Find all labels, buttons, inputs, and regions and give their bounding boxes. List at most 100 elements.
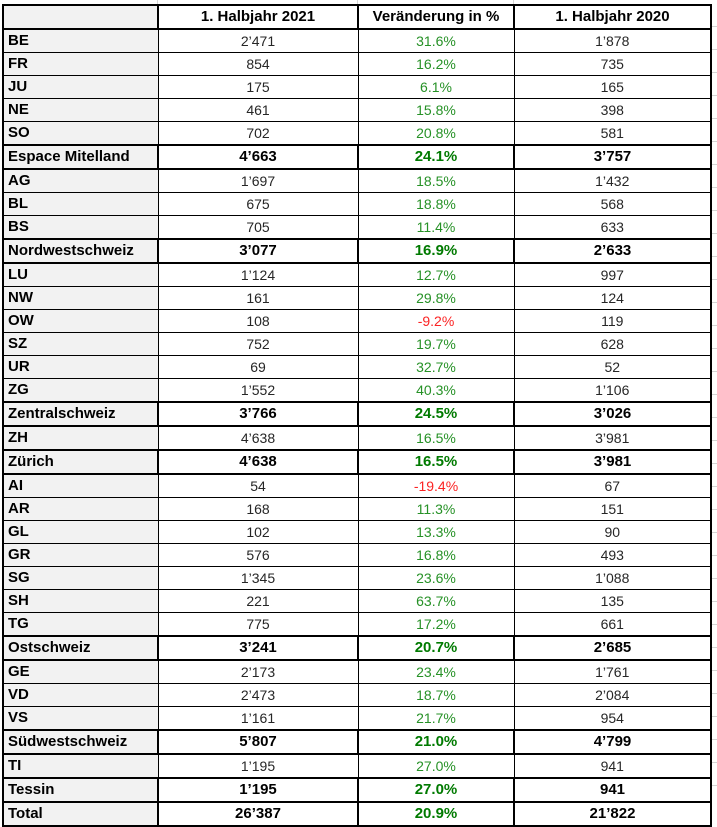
change-pct-cell: 20.7% — [357, 635, 515, 661]
row-label-cell: FR — [2, 52, 159, 76]
canton-row: OW 108 -9.2% 119 — [2, 309, 712, 333]
header-row: 1. Halbjahr 2021 Veränderung in % 1. Hal… — [2, 4, 712, 30]
corner-header-cell — [2, 4, 159, 30]
row-label-cell: ZH — [2, 425, 159, 451]
canton-row: GL 102 13.3% 90 — [2, 520, 712, 544]
value-2021-cell: 161 — [157, 286, 359, 310]
change-pct-cell: 6.1% — [357, 75, 515, 99]
row-label-cell: Südwestschweiz — [2, 729, 159, 755]
region-row: Tessin 1’195 27.0% 941 — [2, 777, 712, 803]
column-header-2020: 1. Halbjahr 2020 — [513, 4, 712, 30]
row-label-cell: AG — [2, 168, 159, 193]
value-2021-cell: 26’387 — [157, 801, 359, 827]
value-2021-cell: 1’195 — [157, 753, 359, 779]
change-pct-cell: 11.4% — [357, 215, 515, 240]
row-label-cell: GE — [2, 659, 159, 684]
change-pct-cell: 11.3% — [357, 497, 515, 521]
value-2021-cell: 108 — [157, 309, 359, 333]
value-2020-cell: 3’757 — [513, 144, 712, 170]
canton-row: TG 775 17.2% 661 — [2, 612, 712, 637]
value-2020-cell: 135 — [513, 589, 712, 613]
change-pct-cell: 27.0% — [357, 777, 515, 803]
change-pct-cell: 18.8% — [357, 192, 515, 216]
canton-row: FR 854 16.2% 735 — [2, 52, 712, 76]
value-2021-cell: 1’552 — [157, 378, 359, 403]
value-2021-cell: 854 — [157, 52, 359, 76]
canton-row: SZ 752 19.7% 628 — [2, 332, 712, 356]
gridline-ticks-right — [712, 4, 717, 808]
row-label-cell: SH — [2, 589, 159, 613]
row-label-cell: LU — [2, 262, 159, 287]
gridline-tick — [513, 0, 514, 4]
region-row: Espace Mitelland 4’663 24.1% 3’757 — [2, 144, 712, 170]
value-2020-cell: 165 — [513, 75, 712, 99]
value-2020-cell: 997 — [513, 262, 712, 287]
canton-row: BL 675 18.8% 568 — [2, 192, 712, 216]
value-2021-cell: 705 — [157, 215, 359, 240]
value-2021-cell: 1’124 — [157, 262, 359, 287]
value-2021-cell: 2’471 — [157, 28, 359, 53]
row-label-cell: NW — [2, 286, 159, 310]
row-label-cell: Ostschweiz — [2, 635, 159, 661]
change-pct-cell: 20.8% — [357, 121, 515, 146]
row-label-cell: GR — [2, 543, 159, 567]
row-label-cell: AR — [2, 497, 159, 521]
column-header-change: Veränderung in % — [357, 4, 515, 30]
column-header-2021: 1. Halbjahr 2021 — [157, 4, 359, 30]
value-2021-cell: 2’473 — [157, 683, 359, 707]
change-pct-cell: 31.6% — [357, 28, 515, 53]
row-label-cell: Zürich — [2, 449, 159, 475]
canton-row: BE 2’471 31.6% 1’878 — [2, 28, 712, 53]
canton-row: JU 175 6.1% 165 — [2, 75, 712, 99]
value-2020-cell: 628 — [513, 332, 712, 356]
value-2020-cell: 2’685 — [513, 635, 712, 661]
total-row: Total 26’387 20.9% 21’822 — [2, 801, 712, 827]
row-label-cell: SG — [2, 566, 159, 590]
gridline-tick — [157, 0, 158, 4]
value-2021-cell: 3’241 — [157, 635, 359, 661]
value-2020-cell: 941 — [513, 777, 712, 803]
canton-row: VS 1’161 21.7% 954 — [2, 706, 712, 731]
value-2021-cell: 775 — [157, 612, 359, 637]
region-row: Ostschweiz 3’241 20.7% 2’685 — [2, 635, 712, 661]
value-2020-cell: 2’084 — [513, 683, 712, 707]
region-row: Zentralschweiz 3’766 24.5% 3’026 — [2, 401, 712, 427]
change-pct-cell: 24.1% — [357, 144, 515, 170]
canton-row: AR 168 11.3% 151 — [2, 497, 712, 521]
canton-row: NE 461 15.8% 398 — [2, 98, 712, 122]
value-2020-cell: 1’106 — [513, 378, 712, 403]
row-label-cell: BL — [2, 192, 159, 216]
change-pct-cell: 23.6% — [357, 566, 515, 590]
value-2020-cell: 1’432 — [513, 168, 712, 193]
value-2021-cell: 1’697 — [157, 168, 359, 193]
row-label-cell: Espace Mitelland — [2, 144, 159, 170]
value-2021-cell: 702 — [157, 121, 359, 146]
change-pct-cell: 29.8% — [357, 286, 515, 310]
row-label-cell: Zentralschweiz — [2, 401, 159, 427]
value-2020-cell: 661 — [513, 612, 712, 637]
row-label-cell: VS — [2, 706, 159, 731]
change-pct-cell: 20.9% — [357, 801, 515, 827]
value-2021-cell: 175 — [157, 75, 359, 99]
change-pct-cell: 16.5% — [357, 449, 515, 475]
change-pct-cell: 24.5% — [357, 401, 515, 427]
value-2020-cell: 4’799 — [513, 729, 712, 755]
value-2020-cell: 941 — [513, 753, 712, 779]
value-2020-cell: 398 — [513, 98, 712, 122]
row-label-cell: NE — [2, 98, 159, 122]
canton-row: GR 576 16.8% 493 — [2, 543, 712, 567]
canton-row: LU 1’124 12.7% 997 — [2, 262, 712, 287]
canton-row: VD 2’473 18.7% 2’084 — [2, 683, 712, 707]
region-row: Nordwestschweiz 3’077 16.9% 2’633 — [2, 238, 712, 264]
change-pct-cell: 16.2% — [357, 52, 515, 76]
row-label-cell: OW — [2, 309, 159, 333]
change-pct-cell: 16.5% — [357, 425, 515, 451]
value-2021-cell: 3’077 — [157, 238, 359, 264]
value-2020-cell: 493 — [513, 543, 712, 567]
value-2021-cell: 69 — [157, 355, 359, 379]
value-2021-cell: 4’638 — [157, 425, 359, 451]
value-2020-cell: 67 — [513, 473, 712, 498]
row-label-cell: SZ — [2, 332, 159, 356]
region-row: Zürich 4’638 16.5% 3’981 — [2, 449, 712, 475]
